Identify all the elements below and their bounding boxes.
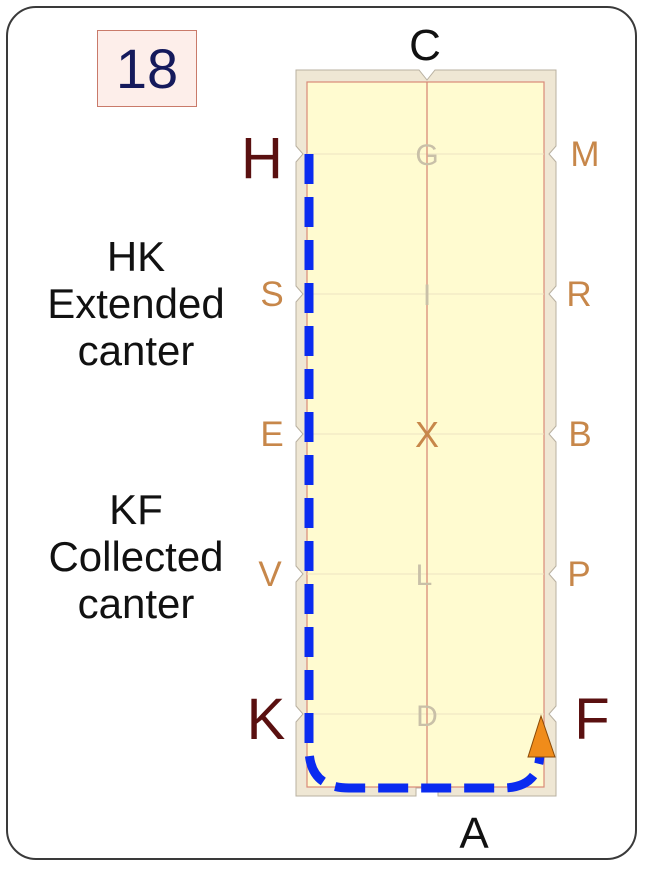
letter-i: I [423,279,431,312]
movement-number: 18 [115,37,179,100]
riding-route [304,154,545,793]
letter-v: V [258,555,282,594]
letter-f: F [574,687,609,752]
note-line: HK [106,233,166,280]
movement-note-kf: KF Collected canter [20,486,252,627]
letter-k: K [247,687,286,752]
letter-s: S [260,275,283,314]
letter-h: H [241,126,283,191]
letter-g: G [415,139,438,172]
note-line: Collected [48,533,224,580]
letter-d: D [416,700,438,733]
movement-note-hk: HK Extended canter [20,233,252,374]
letter-m: M [570,135,599,174]
letter-l: L [416,559,433,592]
letter-b: B [568,415,591,454]
note-line: KF [109,486,163,533]
letter-e: E [260,415,283,454]
letter-a: A [459,809,489,858]
note-line: canter [77,580,195,627]
letter-x: X [415,414,439,455]
arena-grid [307,153,544,715]
letter-p: P [567,555,590,594]
note-line: canter [77,327,195,374]
note-line: Extended [47,280,225,327]
letter-r: R [566,275,591,314]
marker-triangle-icon [527,714,556,758]
movement-number-badge: 18 [97,30,197,107]
letter-c: C [409,21,441,70]
